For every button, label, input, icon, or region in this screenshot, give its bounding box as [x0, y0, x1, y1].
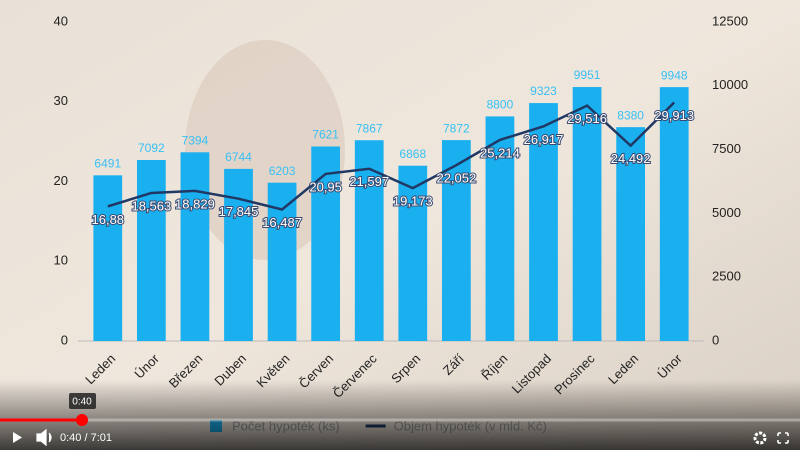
bar: [224, 168, 253, 341]
bar: [616, 127, 646, 342]
line-label: 26,917: [524, 132, 564, 147]
tooltip: 0:40: [72, 397, 92, 408]
scrubber[interactable]: [76, 414, 88, 426]
bar-label: 7092: [138, 141, 165, 155]
y2-tick-label: 12500: [712, 13, 748, 28]
volume-button[interactable]: [36, 428, 52, 447]
bar-label: 6868: [399, 147, 426, 161]
line: [107, 101, 676, 211]
controls-shade: [0, 380, 800, 450]
bar: [529, 103, 558, 341]
bar: [180, 152, 210, 341]
bar: [311, 146, 341, 341]
line-label: 21,597: [349, 174, 389, 189]
line-label: 19,173: [393, 194, 433, 209]
bar: [136, 160, 166, 341]
bar-label: 7621: [312, 128, 339, 142]
y-tick-label: 40: [54, 13, 68, 28]
bar: [398, 165, 428, 341]
bar: [572, 87, 602, 342]
line-label: 18,563: [131, 198, 171, 213]
y2-tick-label: 0: [712, 332, 719, 347]
y-tick-label: 10: [54, 253, 68, 268]
bar: [441, 140, 471, 341]
fullscreen-button[interactable]: [777, 432, 789, 444]
y2-tick-label: 5000: [712, 205, 741, 220]
bar: [485, 116, 515, 341]
settings-button[interactable]: [753, 431, 767, 445]
time-display: 0:40 / 7:01: [60, 432, 112, 444]
line-label: 18,829: [175, 196, 215, 211]
bar-label: 7867: [356, 121, 383, 135]
line-label: 24,492: [611, 151, 651, 166]
bar-label: 8800: [487, 98, 514, 112]
play-button[interactable]: [13, 432, 22, 443]
y2-tick-label: 10000: [712, 77, 748, 92]
tooltip-box: [69, 393, 96, 409]
bar: [93, 175, 123, 341]
line-label: 29,913: [654, 108, 694, 123]
y-tick-label: 0: [61, 332, 68, 347]
y-tick-label: 30: [54, 93, 68, 108]
y-tick-label: 20: [54, 173, 68, 188]
bar: [659, 87, 689, 341]
bar-label: 6744: [225, 150, 252, 164]
bar-label: 6491: [94, 157, 121, 171]
bar-label: 9323: [530, 84, 557, 98]
bar-label: 9948: [661, 68, 688, 82]
line-label: 29,516: [567, 111, 607, 126]
line-label: 16,88: [92, 212, 125, 227]
line-label: 25,214: [480, 145, 520, 160]
line-label: 17,845: [219, 204, 259, 219]
bar-label: 7872: [443, 121, 470, 135]
line-label: 22,052: [436, 171, 476, 186]
bar-label: 9951: [574, 68, 601, 82]
y2-tick-label: 7500: [712, 141, 741, 156]
line-label: 16,487: [262, 215, 302, 230]
bar-label: 8380: [617, 108, 644, 122]
bar-label: 7394: [182, 133, 209, 147]
line-label: 20,95: [309, 179, 342, 194]
y2-tick-label: 2500: [712, 269, 741, 284]
bar-label: 6203: [269, 164, 296, 178]
